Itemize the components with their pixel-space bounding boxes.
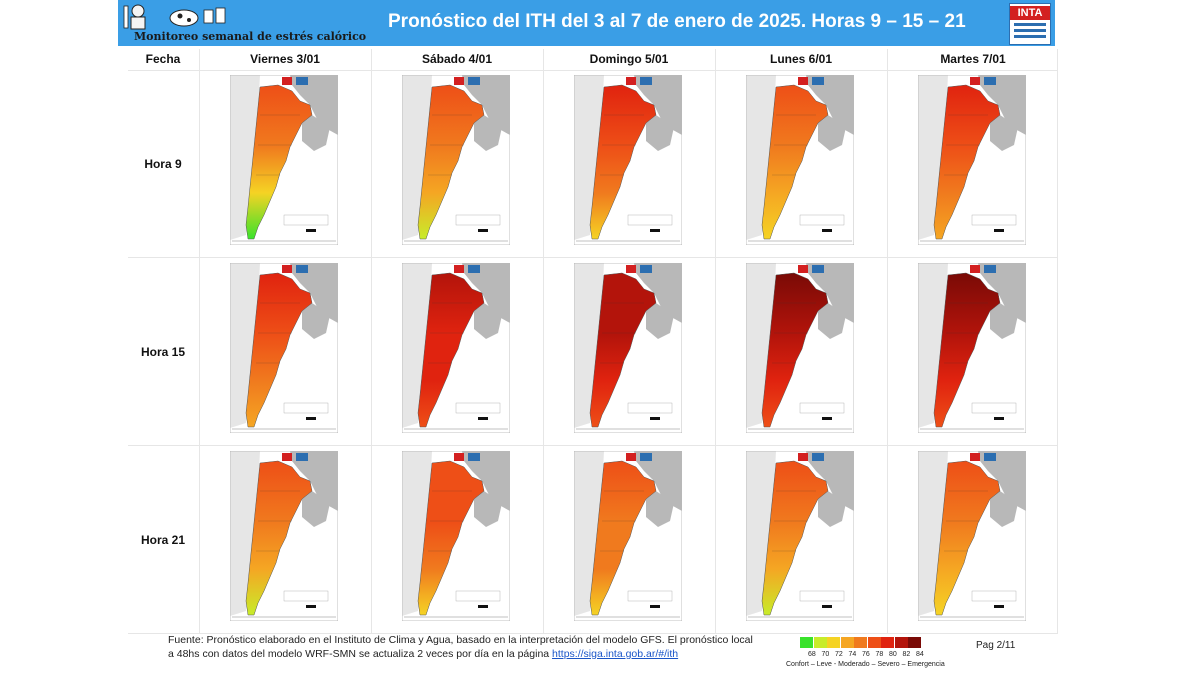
grid-divider (199, 49, 200, 634)
forecast-table: Fecha Viernes 3/01 Sábado 4/01 Domingo 5… (128, 49, 1058, 634)
inta-logo: INTA (1009, 3, 1051, 45)
logo-caption: Monitoreo semanal de estrés calórico (134, 30, 367, 43)
legend-value: 72 (835, 651, 843, 658)
ith-forecast-map (230, 263, 338, 433)
grid-divider (128, 257, 1058, 258)
column-header: Martes 7/01 (940, 52, 1006, 66)
grid-divider (715, 49, 716, 634)
inta-logo-text: INTA (1010, 6, 1050, 20)
legend-swatch (881, 637, 894, 648)
ith-forecast-map (918, 451, 1026, 621)
legend-swatch (854, 637, 867, 648)
ith-forecast-map (746, 263, 854, 433)
legend-value: 80 (889, 651, 897, 658)
ith-legend: 68 70 72 74 76 78 80 82 84 Confort – Leve - Mode… (786, 637, 945, 671)
grid-divider (128, 445, 1058, 446)
ith-forecast-map (574, 75, 682, 245)
ith-forecast-map (918, 263, 1026, 433)
row-label: Hora 21 (140, 533, 186, 547)
legend-swatch (800, 637, 813, 648)
legend-swatch (894, 637, 908, 648)
siga-link[interactable]: https://siga.inta.gob.ar/#/ith (552, 648, 679, 660)
legend-swatch (908, 637, 921, 648)
legend-value: 76 (862, 651, 870, 658)
legend-swatch (867, 637, 881, 648)
legend-value: 78 (875, 651, 884, 658)
legend-value: 74 (848, 651, 857, 658)
legend-swatch (840, 637, 854, 648)
column-header: Domingo 5/01 (589, 52, 669, 66)
grid-divider (128, 633, 1058, 634)
legend-value: 84 (916, 651, 924, 658)
row-label: Hora 9 (144, 157, 182, 171)
page-number: Pag 2/11 (976, 640, 1016, 651)
grid-divider (887, 49, 888, 634)
ith-forecast-map (746, 75, 854, 245)
legend-value: 70 (821, 651, 830, 658)
header-banner: Monitoreo semanal de estrés calórico Pro… (118, 0, 1055, 46)
inta-stripes-icon (1014, 23, 1046, 38)
column-header: Lunes 6/01 (769, 52, 833, 66)
grid-divider (1057, 49, 1058, 634)
grid-divider (371, 49, 372, 634)
page-title: Pronóstico del ITH del 3 al 7 de enero d… (388, 11, 966, 32)
row-label: Hora 15 (140, 345, 186, 359)
source-note: Fuente: Pronóstico elaborado en el Insti… (168, 633, 758, 661)
ith-forecast-map (918, 75, 1026, 245)
column-header: Sábado 4/01 (421, 52, 493, 66)
legend-categories: Confort – Leve - Moderado – Severo – Eme… (786, 661, 945, 668)
legend-value: 82 (902, 651, 911, 658)
column-header: Viernes 3/01 (250, 52, 320, 66)
legend-swatch (827, 637, 840, 648)
ith-forecast-map (402, 263, 510, 433)
farmer-cow-icon (123, 4, 226, 30)
grid-divider (543, 49, 544, 634)
ith-forecast-map (230, 75, 338, 245)
ith-forecast-map (402, 75, 510, 245)
table-header-row: Fecha Viernes 3/01 Sábado 4/01 Domingo 5… (128, 49, 1058, 71)
legend-swatch (813, 637, 827, 648)
monitoring-logo: Monitoreo semanal de estrés calórico (120, 2, 366, 44)
row-header-label: Fecha (145, 52, 181, 66)
ith-forecast-map (574, 263, 682, 433)
legend-value: 68 (808, 651, 816, 658)
ith-forecast-map (230, 451, 338, 621)
ith-forecast-map (574, 451, 682, 621)
ith-forecast-map (746, 451, 854, 621)
source-text: Fuente: Pronóstico elaborado en el Insti… (168, 634, 753, 660)
ith-forecast-map (402, 451, 510, 621)
